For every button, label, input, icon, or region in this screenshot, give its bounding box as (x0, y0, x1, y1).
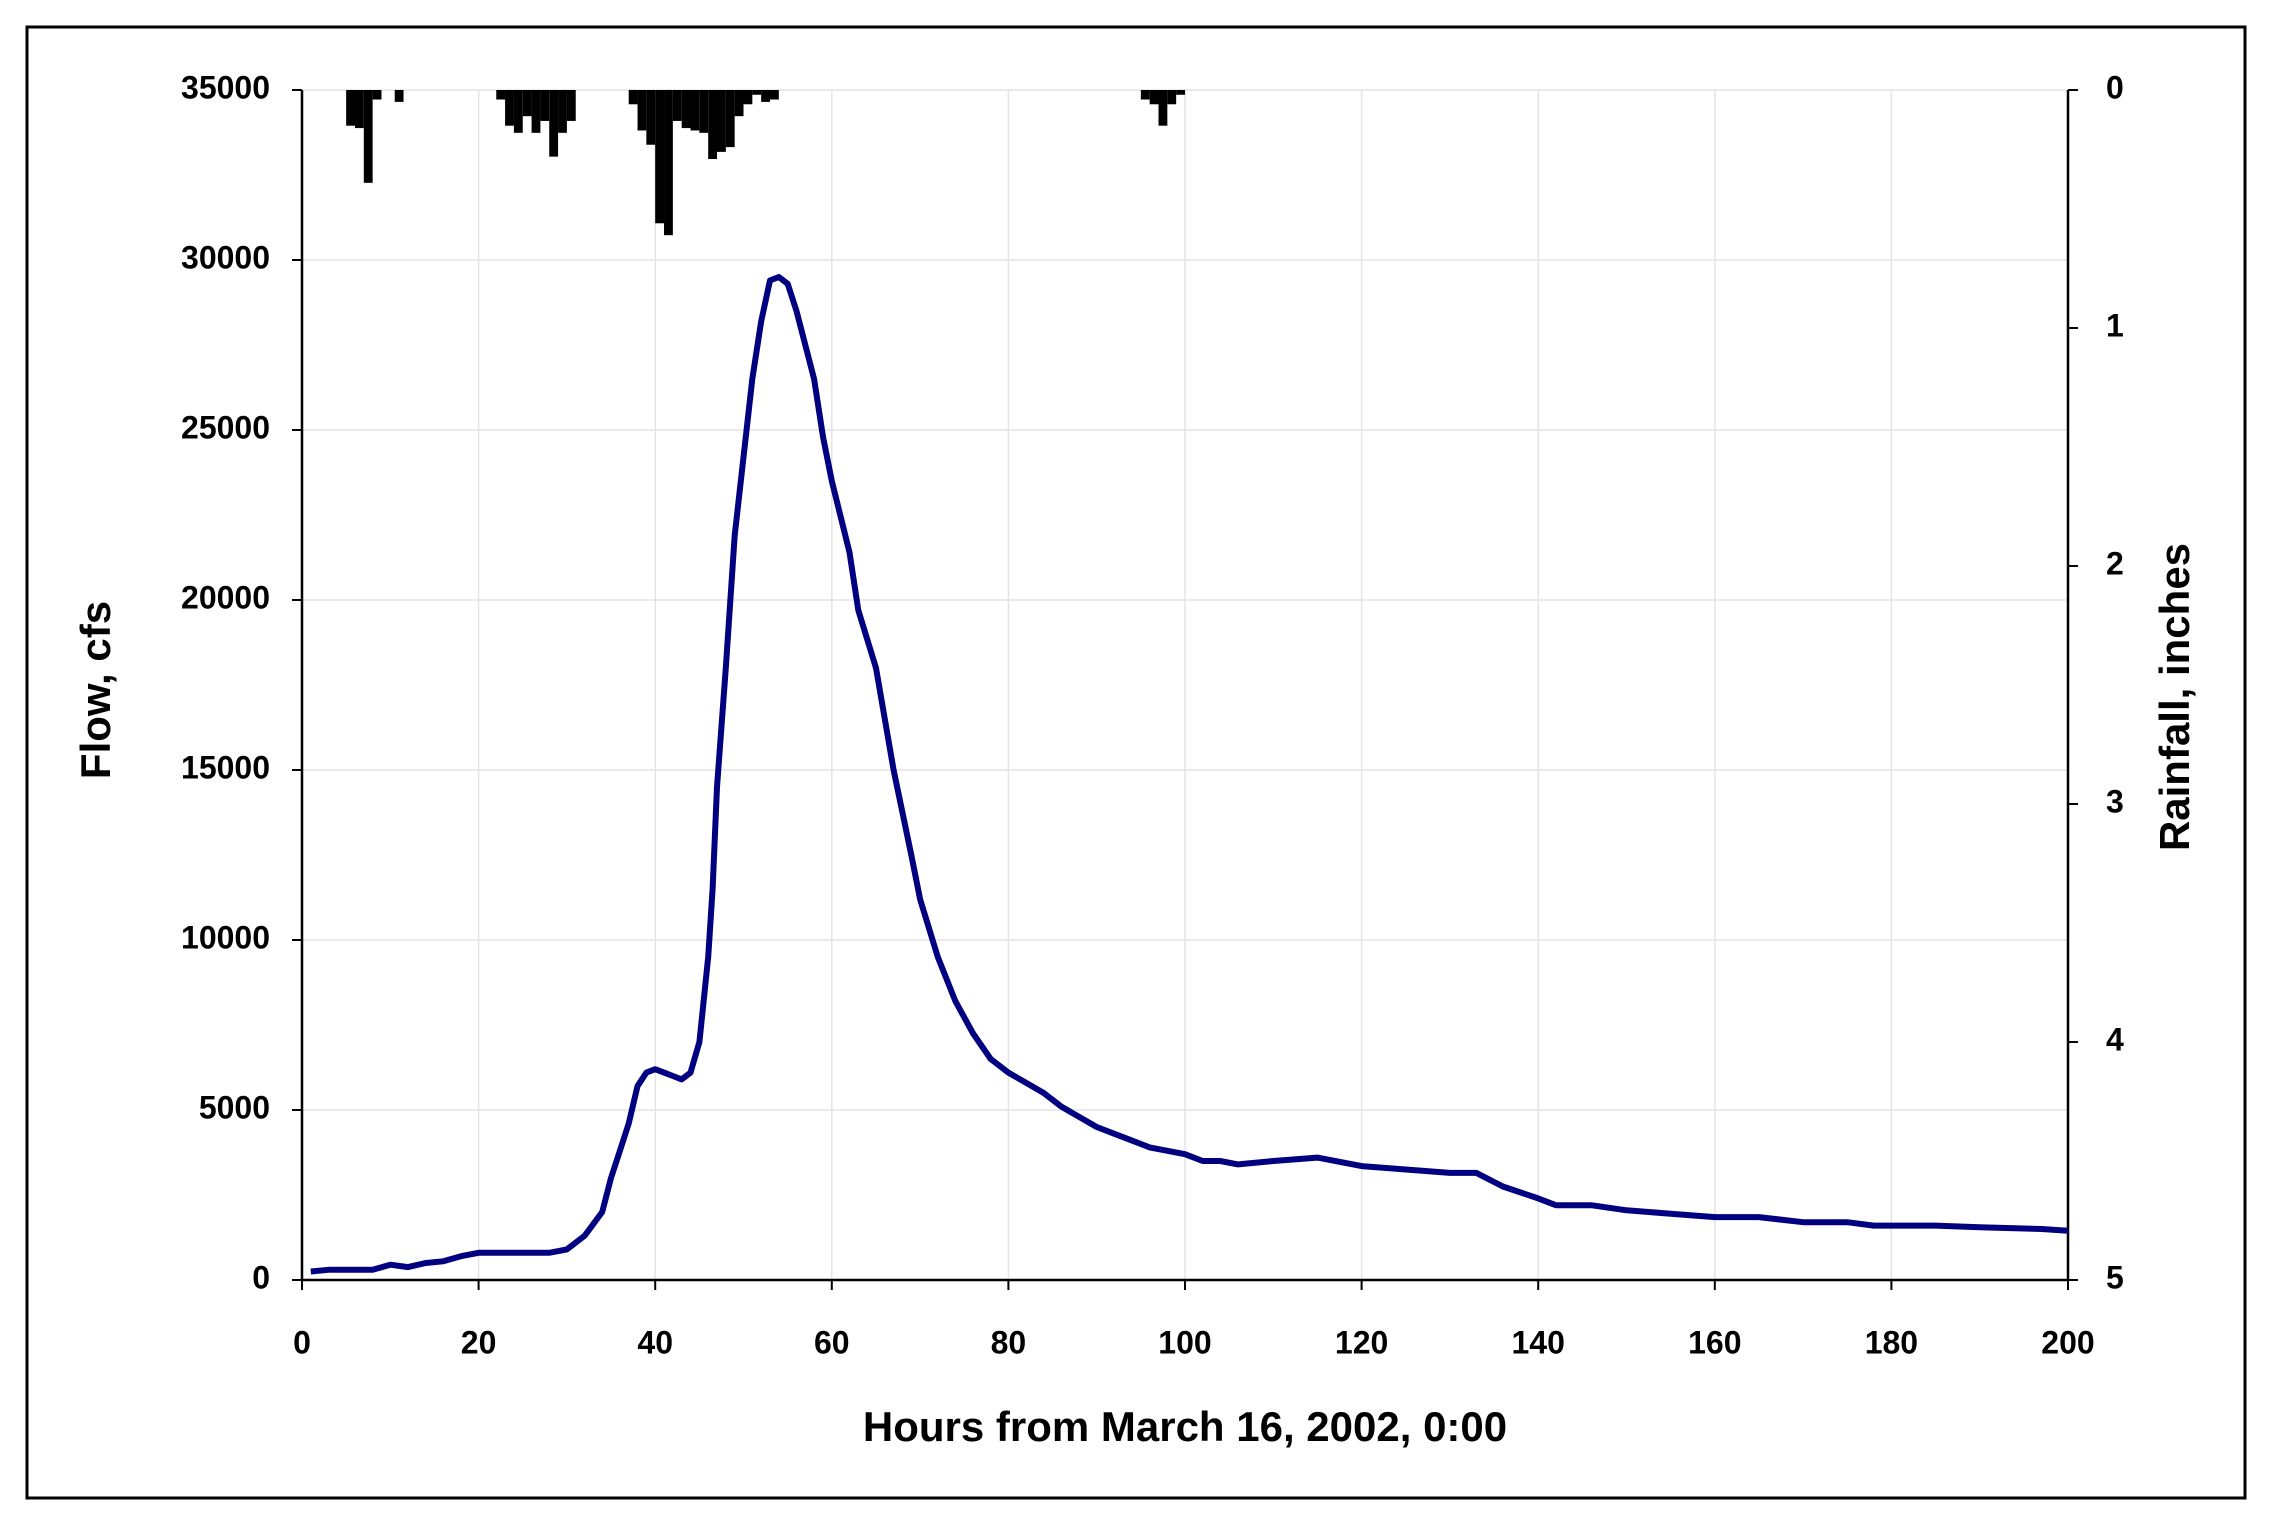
rain-bar (394, 90, 404, 102)
y2-axis-title: Rainfall, inches (2151, 543, 2198, 851)
y-tick-label: 25000 (181, 409, 270, 445)
rain-bar (496, 90, 506, 100)
y2-tick-label: 4 (2106, 1021, 2124, 1057)
x-tick-label: 100 (1158, 1324, 1211, 1360)
rain-bar (681, 90, 691, 129)
rain-bar (734, 90, 744, 117)
rain-bar (354, 90, 364, 129)
x-tick-label: 60 (814, 1324, 850, 1360)
rain-bar (1176, 90, 1185, 95)
x-tick-label: 140 (1512, 1324, 1565, 1360)
rain-bar (752, 90, 762, 95)
y-tick-label: 0 (252, 1259, 270, 1295)
y-axis-title: Flow, cfs (72, 601, 119, 779)
y2-tick-label: 0 (2106, 69, 2124, 105)
y2-tick-label: 5 (2106, 1259, 2124, 1295)
x-tick-label: 40 (637, 1324, 673, 1360)
rain-bar (708, 90, 718, 160)
y-tick-label: 35000 (181, 69, 270, 105)
rain-bar (566, 90, 576, 121)
rain-bar (372, 90, 382, 100)
rain-bar (1158, 90, 1168, 126)
rain-bar (655, 90, 665, 224)
rain-bar (346, 90, 355, 126)
rain-bar (531, 90, 541, 133)
y-tick-label: 5000 (199, 1089, 270, 1125)
rain-bar (505, 90, 514, 126)
rain-bar (761, 90, 770, 102)
rain-bar (1167, 90, 1177, 105)
rain-bar (743, 90, 753, 105)
rain-bar (628, 90, 638, 105)
rain-bar (637, 90, 647, 131)
x-tick-label: 160 (1688, 1324, 1741, 1360)
y-tick-label: 10000 (181, 919, 270, 955)
x-tick-label: 20 (461, 1324, 497, 1360)
y-tick-label: 20000 (181, 579, 270, 615)
y2-tick-label: 3 (2106, 783, 2124, 819)
rain-bar (549, 90, 559, 157)
rain-bar (363, 90, 373, 183)
y2-tick-label: 2 (2106, 545, 2124, 581)
rain-bar (717, 90, 726, 152)
rain-bar (699, 90, 709, 133)
y-tick-label: 15000 (181, 749, 270, 785)
rain-bar (522, 90, 532, 117)
x-tick-label: 80 (991, 1324, 1027, 1360)
y-tick-label: 30000 (181, 239, 270, 275)
rain-bar (725, 90, 735, 148)
rain-bar (513, 90, 523, 133)
x-tick-label: 200 (2041, 1324, 2094, 1360)
rain-bar (672, 90, 682, 121)
rain-bar (646, 90, 656, 145)
rain-bar (540, 90, 550, 121)
flow-line (310, 274, 2069, 1275)
y2-tick-label: 1 (2106, 307, 2124, 343)
x-tick-label: 0 (293, 1324, 311, 1360)
x-tick-label: 120 (1335, 1324, 1388, 1360)
rain-bar (1140, 90, 1150, 100)
chart-border (25, 25, 2247, 1500)
x-tick-label: 180 (1865, 1324, 1918, 1360)
rain-bar (769, 90, 779, 100)
rain-bar (664, 90, 673, 236)
x-axis-title: Hours from March 16, 2002, 0:00 (863, 1403, 1507, 1450)
rain-bar (1149, 90, 1159, 105)
rain-bar (558, 90, 567, 133)
rain-bar (690, 90, 700, 131)
